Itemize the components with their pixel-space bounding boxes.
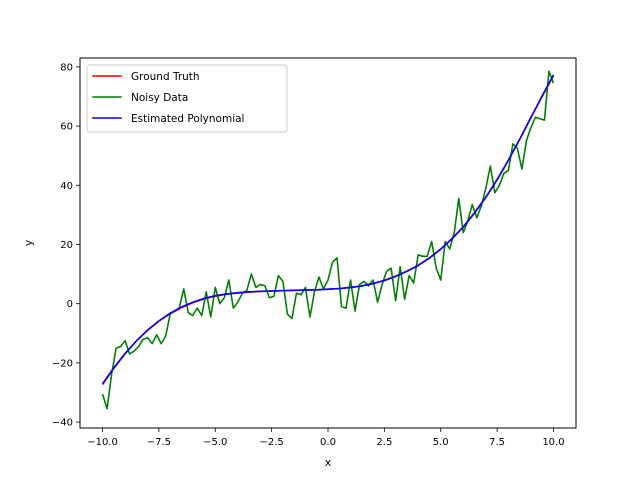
- y-tick-label: 40: [60, 181, 73, 192]
- legend-label-ground-truth: Ground Truth: [131, 71, 200, 83]
- y-axis-ticks: −40 −20 0 20 40 60 80: [52, 62, 80, 429]
- x-axis-ticks: −10.0 −7.5 −5.0 −2.5 0.0 2.5 5.0 7.5 10.0: [87, 428, 565, 448]
- x-tick-label: 7.5: [489, 437, 505, 448]
- y-tick-label: 20: [60, 240, 73, 251]
- x-tick-label: 10.0: [542, 437, 564, 448]
- legend: Ground Truth Noisy Data Estimated Polyno…: [86, 64, 288, 133]
- series-layer: [101, 70, 555, 410]
- x-tick-label: 0.0: [320, 437, 336, 448]
- x-tick-label: −10.0: [87, 437, 118, 448]
- y-tick-label: 0: [67, 299, 73, 310]
- y-tick-label: 80: [60, 62, 73, 73]
- x-tick-label: −5.0: [203, 437, 227, 448]
- y-tick-label: −40: [52, 418, 73, 429]
- x-tick-label: −7.5: [147, 437, 171, 448]
- legend-box: [86, 64, 288, 133]
- y-axis-label: y: [22, 239, 35, 246]
- y-tick-label: −20: [52, 358, 73, 369]
- legend-label-noisy-data: Noisy Data: [131, 92, 188, 104]
- plot-frame: [79, 57, 577, 429]
- x-tick-label: 2.5: [376, 437, 392, 448]
- x-tick-label: −2.5: [259, 437, 283, 448]
- y-tick-label: 60: [60, 122, 73, 133]
- x-axis-label: x: [325, 456, 332, 469]
- x-tick-label: 5.0: [433, 437, 449, 448]
- legend-label-estimated-polynomial: Estimated Polynomial: [131, 113, 244, 125]
- series-line-estimated-polynomial: [101, 74, 555, 385]
